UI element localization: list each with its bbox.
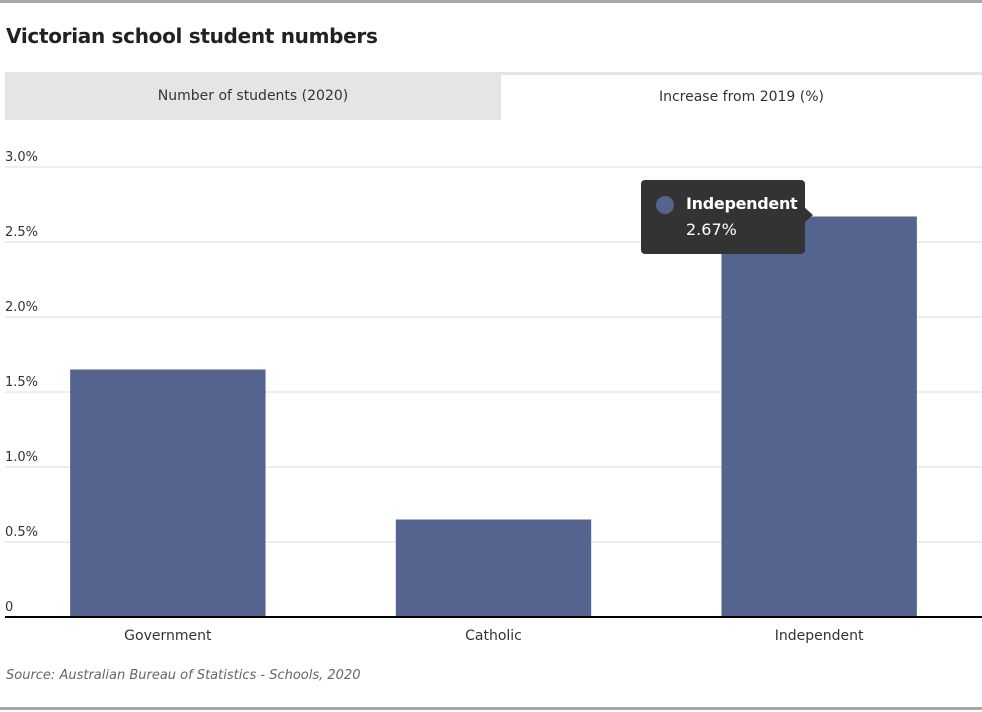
source-note: Source: Australian Bureau of Statistics … <box>6 668 361 683</box>
y-tick-label: 2.0% <box>5 300 38 315</box>
y-tick-label: 2.5% <box>5 225 38 240</box>
bar-government[interactable] <box>70 369 266 618</box>
y-tick-label: 1.5% <box>5 375 38 390</box>
bottom-rule <box>0 707 982 710</box>
top-rule <box>0 0 982 3</box>
x-tick-label: Government <box>124 628 212 644</box>
tab-increase-from-2019[interactable]: Increase from 2019 (%) <box>501 72 982 120</box>
x-tick-label: Independent <box>775 628 864 644</box>
tooltip-value: 2.67% <box>686 220 737 239</box>
x-tick-label: Catholic <box>465 628 522 644</box>
tooltip-caret <box>804 207 813 223</box>
tooltip-category: Independent <box>686 194 798 213</box>
bar-chart: 0 0.5% 1.0% 1.5% 2.0% 2.5% 3.0% Government Catho… <box>5 150 982 644</box>
tooltip: Independent 2.67% <box>641 180 813 254</box>
series-dot-icon <box>656 196 674 214</box>
y-tick-label: 0.5% <box>5 525 38 540</box>
y-tick-label: 1.0% <box>5 450 38 465</box>
tab-number-of-students[interactable]: Number of students (2020) <box>5 72 501 120</box>
y-tick-label: 3.0% <box>5 150 38 165</box>
y-tick-label: 0 <box>5 600 13 615</box>
bar-independent[interactable] <box>721 216 917 618</box>
bar-catholic[interactable] <box>395 519 592 618</box>
chart-title: Victorian school student numbers <box>6 24 378 48</box>
